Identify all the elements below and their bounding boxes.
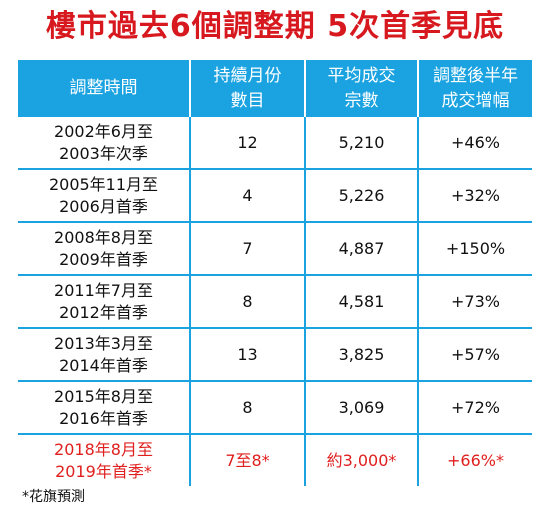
- avg-cell: 約3,000*: [305, 434, 419, 486]
- months-cell: 4: [190, 169, 306, 223]
- footnote: *花旗預測: [22, 489, 85, 505]
- period-cell: 2002年6月至 2003年次季: [18, 117, 191, 170]
- period-line: 2018年8月至: [54, 439, 153, 459]
- period-line: 2009年首季: [59, 249, 148, 269]
- header-line: 數目: [230, 90, 265, 111]
- header-months: 持續月份 數目: [190, 60, 306, 117]
- growth-cell: +73%: [418, 275, 532, 329]
- months-cell: 13: [190, 328, 306, 382]
- table-row: 2015年8月至 2016年首季 8 3,069 +72%: [18, 381, 532, 435]
- table-row: 2011年7月至 2012年首季 8 4,581 +73%: [18, 275, 532, 329]
- growth-cell: +57%: [418, 328, 532, 382]
- months-cell: 8: [190, 381, 306, 435]
- period-line: 2005年11月至: [48, 174, 159, 194]
- header-line: 平均成交: [327, 65, 396, 86]
- growth-cell: +66%*: [447, 450, 504, 470]
- avg-cell: 5,226: [305, 169, 419, 223]
- header-row: 調整時間 持續月份 數目 平均成交 宗數 調整後半年 成交增幅: [18, 60, 532, 117]
- period-line: 2014年首季: [59, 355, 148, 375]
- period-line: 2011年7月至: [54, 280, 153, 300]
- period-line: 2012年首季: [59, 302, 148, 322]
- growth-cell: +150%: [418, 222, 532, 276]
- header-growth: 調整後半年 成交增幅: [418, 60, 532, 117]
- period-cell: 2015年8月至 2016年首季: [18, 381, 191, 435]
- header-line: 成交增幅: [441, 90, 510, 111]
- avg-cell: 3,825: [305, 328, 419, 382]
- header-line: 持續月份: [213, 65, 282, 86]
- avg-cell: 4,581: [305, 275, 419, 329]
- header-line: 調整後半年: [433, 65, 518, 86]
- period-line: 2013年3月至: [54, 333, 153, 353]
- months-cell: 7: [190, 222, 306, 276]
- table-row-forecast: 2018年8月至 2019年首季* 7至8* 約3,000* +66%*: [18, 434, 532, 486]
- period-line: 2008年8月至: [54, 227, 153, 247]
- avg-cell: 5,210: [305, 117, 419, 170]
- growth-cell: +46%: [418, 117, 532, 170]
- header-line: 調整時間: [69, 78, 138, 98]
- period-line: 2019年首季*: [55, 461, 152, 481]
- page-title: 樓市過去6個調整期 5次首季見底: [45, 9, 505, 44]
- growth-cell: +72%: [418, 381, 532, 435]
- period-cell: 2005年11月至 2006月首季: [18, 169, 191, 223]
- period-cell: 2011年7月至 2012年首季: [18, 275, 191, 329]
- table-row: 2013年3月至 2014年首季 13 3,825 +57%: [18, 328, 532, 382]
- months-cell: 12: [190, 117, 306, 170]
- adjustment-table: 調整時間 持續月份 數目 平均成交 宗數 調整後半年 成交增幅 20: [18, 60, 532, 486]
- avg-cell: 3,069: [305, 381, 419, 435]
- period-line: 2015年8月至: [54, 386, 153, 406]
- period-cell: 2018年8月至 2019年首季*: [18, 434, 191, 486]
- table-row: 2002年6月至 2003年次季 12 5,210 +46%: [18, 117, 532, 170]
- months-cell: 7至8*: [190, 434, 306, 486]
- header-avg: 平均成交 宗數: [305, 60, 419, 117]
- table-row: 2005年11月至 2006月首季 4 5,226 +32%: [18, 169, 532, 223]
- table-row: 2008年8月至 2009年首季 7 4,887 +150%: [18, 222, 532, 276]
- period-line: 2002年6月至: [54, 121, 153, 141]
- growth-cell: +32%: [418, 169, 532, 223]
- avg-cell: 4,887: [305, 222, 419, 276]
- header-line: 宗數: [344, 90, 379, 111]
- period-line: 2006月首季: [59, 196, 148, 216]
- period-line: 2003年次季: [59, 143, 148, 163]
- period-line: 2016年首季: [59, 408, 148, 428]
- period-cell: 2008年8月至 2009年首季: [18, 222, 191, 276]
- months-cell: 8: [190, 275, 306, 329]
- header-period: 調整時間: [18, 60, 191, 117]
- period-cell: 2013年3月至 2014年首季: [18, 328, 191, 382]
